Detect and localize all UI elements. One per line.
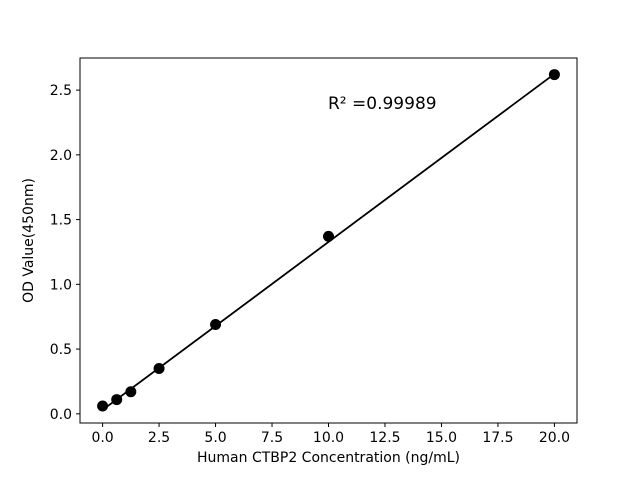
data-point [97, 400, 109, 412]
y-tick-label: 1.5 [50, 213, 72, 229]
fit-line [102, 73, 555, 411]
x-tick-label: 15.0 [426, 430, 457, 446]
y-tick-label: 0.5 [50, 342, 72, 358]
x-tick-label: 2.5 [148, 430, 170, 446]
r-squared-annotation: R² =0.99989 [328, 94, 437, 114]
x-tick-label: 17.5 [482, 430, 513, 446]
x-tick-label: 7.5 [261, 430, 283, 446]
data-point [125, 386, 137, 398]
x-tick-label: 0.0 [91, 430, 113, 446]
x-axis-ticks: 0.0 2.5 5.0 7.5 10.0 12.5 15.0 17.5 20.0 [91, 423, 570, 446]
data-point [323, 230, 334, 242]
x-tick-label: 12.5 [369, 430, 400, 446]
data-point [153, 362, 165, 374]
data-point [548, 69, 560, 81]
data-point [210, 318, 222, 330]
x-tick-label: 5.0 [204, 430, 226, 446]
axes-spines [79, 57, 578, 424]
x-axis-label: Human CTBP2 Concentration (ng/mL) [197, 450, 460, 466]
y-tick-label: 1.0 [50, 277, 72, 293]
y-axis-label: OD Value(450nm) [21, 178, 37, 303]
y-axis-ticks: 0.0 0.5 1.0 1.5 2.0 2.5 [50, 83, 80, 423]
data-series [97, 69, 560, 412]
y-tick-label: 2.5 [50, 83, 72, 99]
y-tick-label: 2.0 [50, 148, 72, 164]
x-tick-label: 10.0 [313, 430, 344, 446]
y-tick-label: 0.0 [50, 407, 72, 423]
x-tick-label: 20.0 [539, 430, 570, 446]
data-point [111, 394, 123, 406]
